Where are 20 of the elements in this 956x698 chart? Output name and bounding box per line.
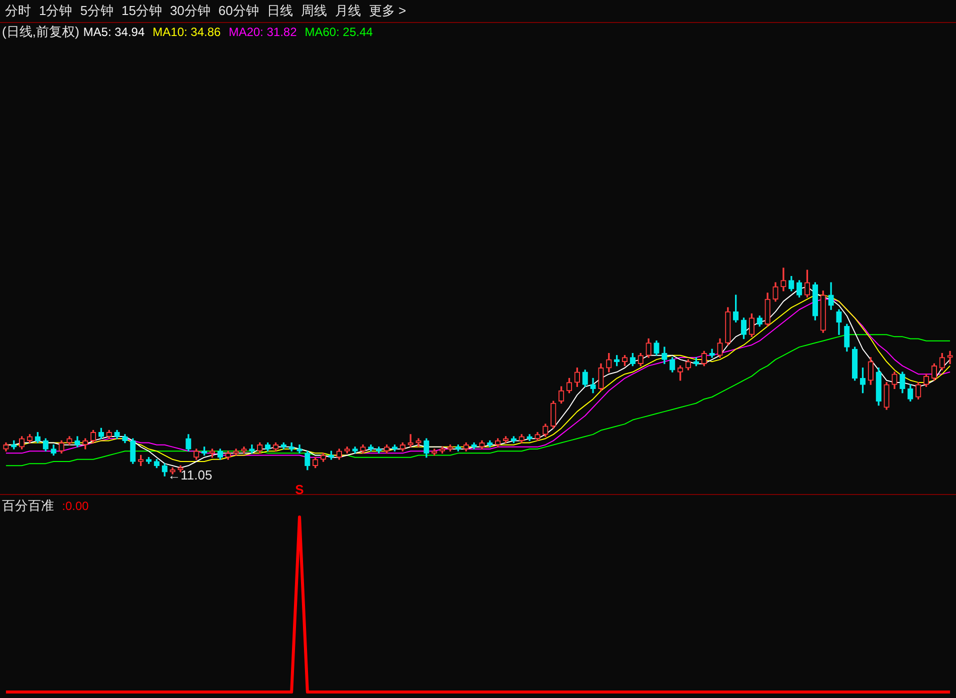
text: MA10: 34.86 [152,25,221,39]
chart-subtitle: :0.00 [62,499,89,513]
text: 月线 [334,2,361,20]
text: 60分钟 [218,2,259,20]
text: 分时 [5,2,31,20]
text: 1分钟 [39,2,72,20]
text: 更多 > [368,2,406,20]
text: MA60: 25.44 [304,25,373,39]
text: 周线 [300,2,327,20]
chart-title: (日线,前复权) [2,23,80,41]
annotation: ←11.05 [168,468,212,483]
text: 30分钟 [170,2,210,20]
chart-title: 百分百准 [2,497,54,515]
text: 5分钟 [80,2,114,20]
text: MA5: 34.94 [83,25,145,39]
text: 15分钟 [121,2,162,20]
text: MA20: 31.82 [228,25,297,39]
candlestick [947,350,953,364]
text: 日线 [266,2,293,20]
text: S [295,482,304,497]
